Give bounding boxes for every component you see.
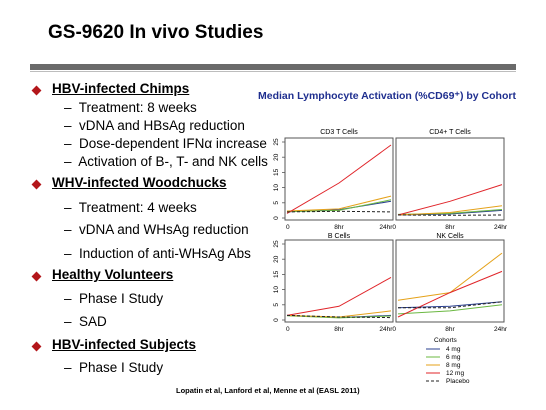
series-line bbox=[286, 210, 392, 213]
panel-frame bbox=[395, 239, 505, 323]
series-line bbox=[397, 304, 503, 315]
chart-title: Median Lymphocyte Activation (%CD69⁺) by… bbox=[258, 90, 516, 102]
legend-label: 12 mg bbox=[446, 370, 464, 377]
y-tick-label: 0 bbox=[273, 216, 280, 220]
bullet-item: – Dose-dependent IFNα increase bbox=[64, 136, 267, 151]
y-tick-label: 20 bbox=[273, 153, 280, 161]
bullet-item: – vDNA and WHsAg reduction bbox=[64, 222, 249, 237]
x-tick-label: 8hr bbox=[445, 224, 455, 231]
series-line bbox=[397, 205, 503, 216]
panel-label: B Cells bbox=[328, 233, 351, 240]
series-line bbox=[398, 301, 503, 309]
y-tick-label: 25 bbox=[273, 138, 280, 146]
y-tick-label: 15 bbox=[273, 168, 280, 176]
bullet-item: – Phase I Study bbox=[64, 360, 164, 375]
bullet-heading: HBV-infected Chimps bbox=[52, 81, 190, 96]
y-tick-label: 10 bbox=[273, 286, 280, 294]
x-tick-label: 24hr bbox=[494, 326, 508, 333]
panel-label: CD3 T Cells bbox=[320, 129, 358, 136]
series-line bbox=[397, 270, 503, 318]
y-tick-label: 20 bbox=[273, 255, 280, 263]
bullet-item: – vDNA and HBsAg reduction bbox=[64, 118, 245, 133]
bullet-heading: Healthy Volunteers bbox=[52, 267, 174, 282]
panel-label: CD4+ T Cells bbox=[429, 129, 471, 136]
title-rule-shadow bbox=[30, 71, 516, 72]
bullet-heading: WHV-infected Woodchucks bbox=[52, 175, 227, 190]
series-line bbox=[286, 195, 392, 212]
x-tick-label: 24hr bbox=[494, 224, 508, 231]
y-tick-label: 10 bbox=[273, 184, 280, 192]
bullet-item: – SAD bbox=[64, 314, 107, 329]
x-tick-label: 8hr bbox=[445, 326, 455, 333]
slide-title: GS-9620 In vivo Studies bbox=[48, 22, 264, 43]
x-tick-label: 8hr bbox=[334, 326, 344, 333]
bullet-item: – Treatment: 8 weeks bbox=[64, 100, 197, 115]
x-tick-label: 24hr0 bbox=[379, 326, 396, 333]
x-tick-label: 8hr bbox=[334, 224, 344, 231]
bullet-item: – Activation of B-, T- and NK cells bbox=[64, 154, 268, 169]
bullet-heading: HBV-infected Subjects bbox=[52, 337, 197, 352]
legend-label: 4 mg bbox=[446, 346, 461, 353]
legend-label: 6 mg bbox=[446, 354, 461, 361]
panel-frame bbox=[284, 137, 394, 221]
x-tick-label: 24hr0 bbox=[379, 224, 396, 231]
legend-title: Cohorts bbox=[434, 337, 458, 344]
legend-label: Placebo bbox=[446, 378, 470, 385]
bullet-item: – Treatment: 4 weeks bbox=[64, 200, 197, 215]
series-line bbox=[286, 144, 392, 214]
x-tick-label: 0 bbox=[286, 326, 290, 333]
y-tick-label: 0 bbox=[273, 318, 280, 322]
legend-label: 8 mg bbox=[446, 362, 461, 369]
panel-label: NK Cells bbox=[436, 233, 464, 240]
series-line bbox=[286, 276, 392, 316]
series-line bbox=[397, 184, 503, 216]
y-tick-label: 5 bbox=[273, 303, 280, 307]
citation: Lopatin et al, Lanford et al, Menne et a… bbox=[176, 386, 360, 395]
title-rule bbox=[30, 64, 516, 70]
series-line bbox=[286, 314, 392, 319]
bullet-item: – Induction of anti-WHsAg Abs bbox=[64, 246, 251, 261]
bullet-item: – Phase I Study bbox=[64, 291, 164, 306]
y-tick-label: 5 bbox=[273, 201, 280, 205]
bullet-list: HBV-infected Chimps – Treatment: 8 weeks… bbox=[31, 81, 268, 375]
panel-frame bbox=[284, 239, 394, 323]
x-tick-label: 0 bbox=[286, 224, 290, 231]
panel-frame bbox=[395, 137, 505, 221]
y-tick-label: 15 bbox=[273, 270, 280, 278]
y-tick-label: 25 bbox=[273, 240, 280, 248]
